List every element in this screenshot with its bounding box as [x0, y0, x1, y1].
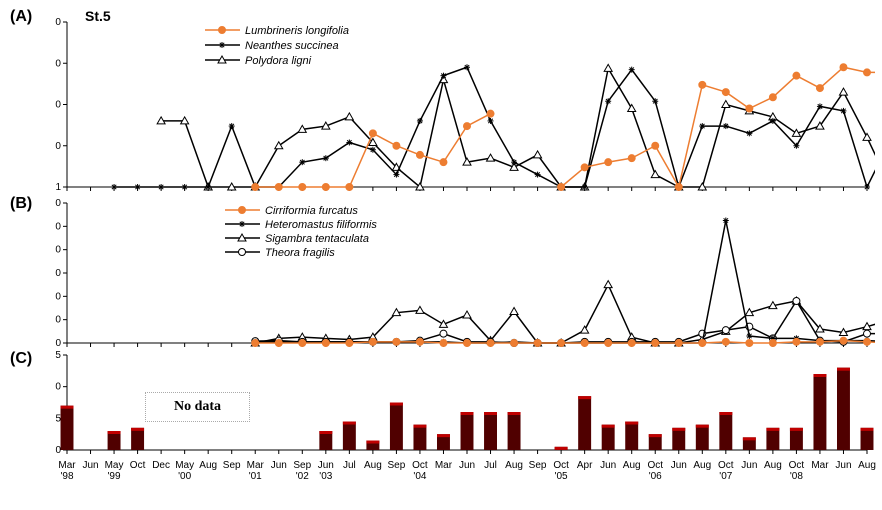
x-axis-labels: Mar'98JunMay'99OctDecMay'00AugSepMar'01J… — [55, 460, 865, 510]
svg-text:0: 0 — [55, 338, 61, 348]
svg-text:400: 400 — [55, 245, 61, 256]
svg-text:10: 10 — [55, 382, 61, 393]
svg-text:300: 300 — [55, 268, 61, 279]
svg-text:Lumbrineris longifolia: Lumbrineris longifolia — [245, 25, 349, 37]
svg-text:10000: 10000 — [55, 17, 61, 28]
svg-text:100: 100 — [55, 315, 61, 326]
svg-text:1000: 1000 — [55, 58, 61, 69]
svg-text:Cirriformia furcatus: Cirriformia furcatus — [265, 205, 358, 217]
svg-text:1: 1 — [55, 182, 61, 192]
figure: (A) St.5 (B) (C) 110100100010000개체수/0.3m… — [0, 0, 882, 510]
svg-text:600: 600 — [55, 198, 61, 209]
svg-text:Theora fragilis: Theora fragilis — [265, 247, 335, 259]
panel-b-label: (B) — [10, 195, 32, 213]
svg-text:200: 200 — [55, 291, 61, 302]
panel-c-label: (C) — [10, 350, 32, 368]
svg-text:Heteromastus filiformis: Heteromastus filiformis — [265, 219, 377, 231]
panel-b-chart: 0100200300400500600개체수/0.3m²Cirriformia … — [55, 198, 875, 348]
svg-text:Polydora ligni: Polydora ligni — [245, 55, 312, 67]
svg-text:500: 500 — [55, 221, 61, 232]
svg-text:10: 10 — [55, 141, 61, 152]
panel-a-label: (A) — [10, 8, 32, 26]
svg-text:15: 15 — [55, 350, 61, 361]
svg-text:Sigambra tentaculata: Sigambra tentaculata — [265, 233, 369, 245]
panel-a-chart: 110100100010000개체수/0.3m²Lumbrineris long… — [55, 12, 875, 192]
no-data-label: No data — [145, 392, 250, 422]
svg-text:100: 100 — [55, 100, 61, 111]
svg-text:Neanthes succinea: Neanthes succinea — [245, 40, 339, 52]
